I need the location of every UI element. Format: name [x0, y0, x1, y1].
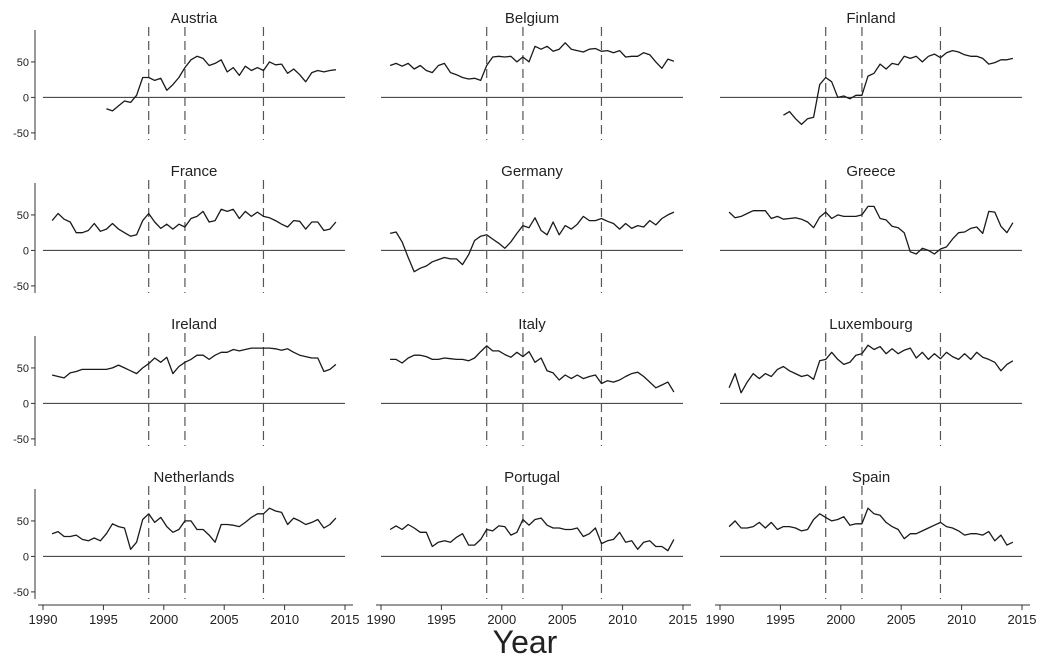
x-tick-label: 2015 — [331, 612, 360, 627]
y-tick-label: 50 — [17, 363, 29, 375]
y-tick-label: 50 — [17, 57, 29, 69]
x-tick-label: 2005 — [548, 612, 577, 627]
panel-luxembourg: Luxembourg — [720, 316, 1022, 446]
y-tick-label: 50 — [17, 210, 29, 222]
x-tick-label: 1990 — [367, 612, 396, 627]
x-tick-label: 2005 — [887, 612, 916, 627]
panel-title: Luxembourg — [829, 316, 912, 333]
panel-title: Germany — [501, 163, 563, 180]
y-tick-label: -50 — [13, 128, 29, 140]
x-axis-title: Year — [492, 624, 558, 660]
panel-spain: Spain 1990 1995 2000 2005 2010 2015 — [706, 469, 1037, 627]
y-tick-label: 0 — [23, 398, 29, 410]
series-line — [728, 507, 1014, 546]
panel-title: Italy — [518, 316, 546, 333]
panel-ireland: Ireland -50 0 50 — [13, 316, 345, 446]
panel-germany: Germany — [381, 163, 683, 293]
series-line — [51, 507, 337, 550]
panel-title: Ireland — [171, 316, 217, 333]
panel-austria: Austria -50 0 50 — [13, 10, 345, 140]
x-tick-label: 2010 — [608, 612, 637, 627]
x-tick-label: 1995 — [89, 612, 118, 627]
y-tick-label: 0 — [23, 245, 29, 257]
x-tick-label: 1995 — [766, 612, 795, 627]
x-tick-label: 1990 — [29, 612, 58, 627]
x-tick-label: 2000 — [149, 612, 178, 627]
series-line — [728, 205, 1014, 255]
panel-title: Spain — [852, 469, 890, 486]
panel-title: France — [171, 163, 218, 180]
y-tick-label: -50 — [13, 587, 29, 599]
panel-france: France -50 0 50 — [13, 163, 345, 293]
series-line — [389, 211, 675, 273]
panel-italy: Italy — [381, 316, 683, 446]
x-tick-label: 2010 — [270, 612, 299, 627]
x-tick-label: 1990 — [706, 612, 735, 627]
x-tick-label: 2010 — [947, 612, 976, 627]
series-line — [783, 49, 1014, 126]
panel-belgium: Belgium — [381, 10, 683, 140]
panel-finland: Finland — [720, 10, 1022, 140]
x-tick-label: 2015 — [669, 612, 698, 627]
series-line — [51, 208, 337, 237]
series-line — [390, 345, 675, 393]
series-line — [389, 42, 675, 82]
x-tick-label: 1995 — [427, 612, 456, 627]
panel-title: Belgium — [505, 10, 559, 27]
panel-portugal: Portugal 1990 1995 2000 2005 2010 2015 — [367, 469, 698, 627]
panel-title: Portugal — [504, 469, 560, 486]
series-line — [51, 347, 337, 379]
panel-greece: Greece — [720, 163, 1022, 293]
series-line — [106, 55, 336, 112]
panel-title: Austria — [171, 10, 218, 27]
y-tick-label: -50 — [13, 434, 29, 446]
y-tick-label: 0 — [23, 92, 29, 104]
x-tick-label: 2005 — [210, 612, 239, 627]
panel-netherlands: Netherlands -50 0 50 1990 1995 2000 2005 2010 201… — [13, 469, 359, 627]
x-tick-label: 2015 — [1008, 612, 1037, 627]
x-tick-label: 2000 — [487, 612, 516, 627]
panel-title: Greece — [846, 163, 895, 180]
x-tick-label: 2000 — [826, 612, 855, 627]
y-tick-label: -50 — [13, 281, 29, 293]
series-line — [728, 344, 1014, 394]
y-tick-label: 50 — [17, 516, 29, 528]
series-line — [389, 517, 675, 552]
y-tick-label: 0 — [23, 551, 29, 563]
panel-title: Finland — [846, 10, 895, 27]
panel-title: Netherlands — [154, 469, 235, 486]
